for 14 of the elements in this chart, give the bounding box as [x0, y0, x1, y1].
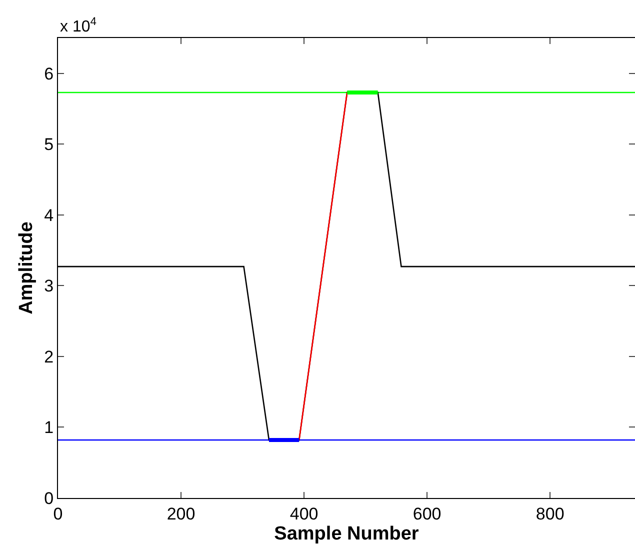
- y-tick-label: 5: [44, 135, 54, 154]
- y-tick-label: 2: [44, 347, 54, 366]
- y-tick-label: 1: [44, 418, 54, 438]
- x-tick-label: 200: [166, 504, 196, 524]
- x-axis-title: Sample Number: [274, 523, 420, 544]
- y-tick-label: 0: [44, 488, 54, 508]
- x-tick-label: 600: [412, 504, 442, 524]
- y-axis-title: Amplitude: [16, 222, 37, 314]
- text: x 10$^{4}$: [60, 16, 96, 36]
- x-tick-label: 800: [536, 504, 564, 524]
- y-tick-label: 4: [44, 206, 54, 225]
- x-tick-label: 400: [290, 504, 318, 524]
- y-tick-label: 6: [44, 64, 54, 84]
- y-tick-label: 3: [44, 276, 54, 296]
